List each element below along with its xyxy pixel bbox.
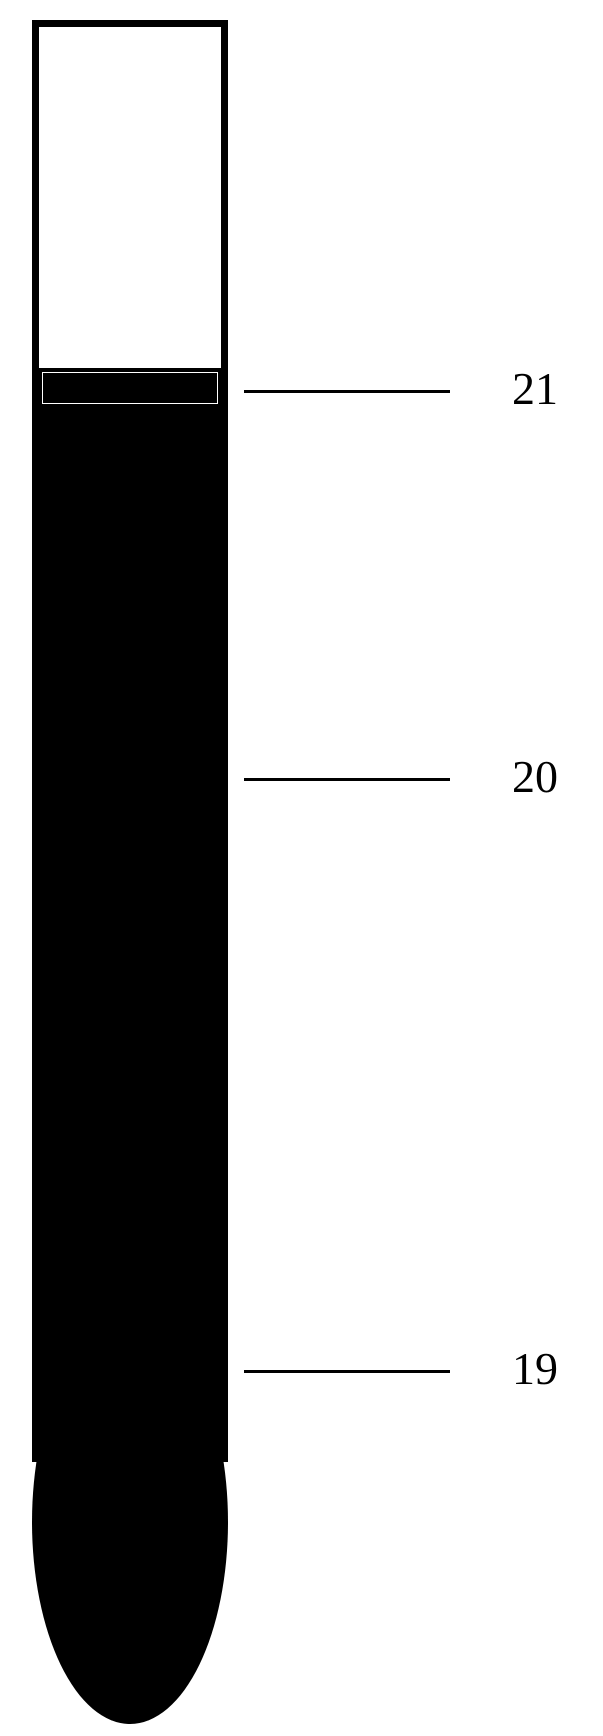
leader-line-19 <box>244 1370 450 1373</box>
tube-outline <box>32 20 228 410</box>
label-21: 21 <box>512 362 558 415</box>
label-19: 19 <box>512 1342 558 1395</box>
tube-tip <box>32 1320 228 1724</box>
leader-line-21 <box>244 390 450 393</box>
band-inner-outline-21 <box>42 372 218 404</box>
figure-canvas: 21 20 19 <box>0 0 603 1736</box>
tube-body-fill <box>32 406 228 1462</box>
leader-line-20 <box>244 778 450 781</box>
label-20: 20 <box>512 750 558 803</box>
